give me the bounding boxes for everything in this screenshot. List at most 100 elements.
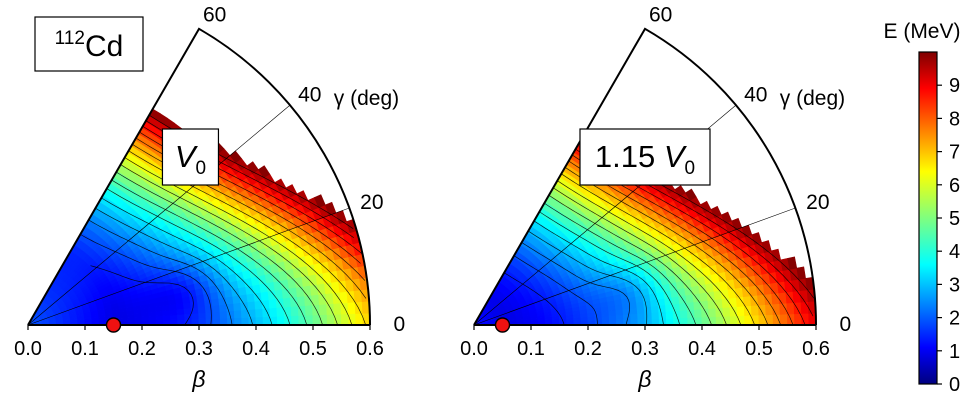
energy-cell — [700, 300, 709, 310]
beta-tick-label: 0.5 — [745, 338, 773, 360]
energy-cell — [757, 304, 767, 316]
panel-label-subscript: 0 — [196, 158, 207, 179]
beta-tick-label: 0.1 — [71, 338, 99, 360]
energy-cell — [793, 301, 802, 315]
contour-line — [521, 242, 631, 326]
contour-line — [116, 171, 323, 326]
energy-cell — [650, 305, 660, 313]
energy-cell — [706, 290, 716, 301]
energy-cell — [284, 315, 292, 326]
energy-cell — [262, 316, 271, 326]
energy-cell — [636, 306, 645, 314]
energy-cell — [312, 314, 321, 326]
energy-cell — [255, 308, 264, 318]
energy-cell — [735, 296, 745, 307]
contour-line — [539, 211, 681, 326]
energy-cell — [176, 313, 185, 321]
energy-cell — [212, 317, 221, 326]
energy-cell — [268, 298, 278, 309]
contour-line — [101, 197, 273, 326]
svg-text:112Cd: 112Cd — [55, 28, 124, 63]
energy-cell — [764, 293, 773, 305]
x-axis-label: β — [637, 366, 651, 392]
energy-cell — [218, 296, 227, 306]
energy-cell — [622, 313, 631, 321]
beta-tick-label: 0.0 — [460, 338, 488, 360]
beta-ticks: 0.0 0.1 0.2 0.3 0.4 0.5 0.6 — [460, 325, 830, 360]
panel-label-symbol: V — [664, 139, 688, 174]
energy-cell — [787, 256, 798, 270]
energy-cell — [267, 289, 277, 301]
energy-cell — [772, 303, 781, 315]
energy-cell — [680, 317, 689, 326]
gamma-axis-label: γ (deg) — [334, 87, 399, 110]
colorbar-tick-label: 3 — [949, 274, 960, 296]
contour-line — [504, 272, 565, 326]
energy-cell — [630, 313, 639, 320]
gamma-tick-label: 40 — [744, 83, 767, 106]
beta-tick-label: 0.6 — [356, 338, 384, 360]
beta-tick-label: 0.2 — [128, 338, 156, 360]
energy-cell — [282, 297, 292, 308]
energy-cell — [246, 161, 259, 175]
contour-line — [548, 194, 712, 326]
energy-cell — [296, 190, 309, 204]
energy-cell — [304, 304, 314, 316]
energy-cell — [694, 308, 703, 318]
energy-cell — [219, 310, 228, 319]
energy-cell — [341, 313, 349, 326]
colorbar-tick-label: 6 — [949, 175, 960, 197]
energy-cell — [685, 188, 697, 201]
energy-cell — [792, 290, 802, 303]
energy-cell — [779, 302, 788, 315]
contour-line — [120, 164, 338, 326]
energy-cell — [239, 293, 249, 303]
energy-cell — [296, 295, 306, 307]
energy-cell — [700, 200, 712, 213]
minimum-marker — [105, 317, 122, 333]
energy-cell — [679, 302, 688, 311]
gamma-tick-label: 60 — [203, 3, 226, 26]
energy-cell — [241, 316, 250, 326]
energy-cell — [211, 304, 221, 313]
energy-cell — [721, 297, 731, 308]
beta-tick-label: 0.4 — [688, 338, 716, 360]
energy-cell — [319, 303, 328, 316]
contour-line — [90, 265, 194, 326]
energy-cell — [679, 309, 688, 319]
nucleus-label-box: 112Cd — [34, 16, 144, 72]
energy-cell — [290, 305, 299, 317]
svg-text:V0: V0 — [175, 139, 206, 179]
panel-label-box: V0 — [161, 128, 220, 186]
energy-cell — [314, 194, 326, 208]
gamma-tick-label: 40 — [298, 83, 321, 106]
contour-line — [128, 150, 367, 326]
energy-cell — [197, 306, 207, 314]
gamma-tick-label: 0 — [840, 313, 852, 336]
beta-tick-label: 0.3 — [631, 338, 659, 360]
energy-cell — [701, 316, 710, 326]
beta-tick-label: 0.2 — [574, 338, 602, 360]
energy-cell — [651, 311, 660, 320]
gamma-gridline — [473, 207, 796, 326]
energy-cell — [699, 291, 709, 302]
energy-cell — [276, 315, 285, 326]
energy-cell — [255, 316, 264, 326]
energy-cell — [198, 312, 207, 320]
gamma-ticks: 0 20 40 60 — [649, 3, 851, 336]
energy-cell — [708, 307, 717, 318]
energy-cell — [254, 300, 263, 310]
energy-cell — [658, 311, 667, 319]
energy-cell — [285, 184, 298, 198]
energy-cell — [707, 299, 716, 309]
energy-cell — [247, 300, 256, 310]
energy-cell — [232, 294, 241, 304]
energy-cell — [326, 313, 335, 326]
colorbar-bar — [918, 51, 938, 385]
contour-line — [513, 255, 598, 326]
energy-cell — [269, 315, 278, 326]
beta-tick-label: 0.1 — [517, 338, 545, 360]
energy-cell — [786, 302, 795, 315]
